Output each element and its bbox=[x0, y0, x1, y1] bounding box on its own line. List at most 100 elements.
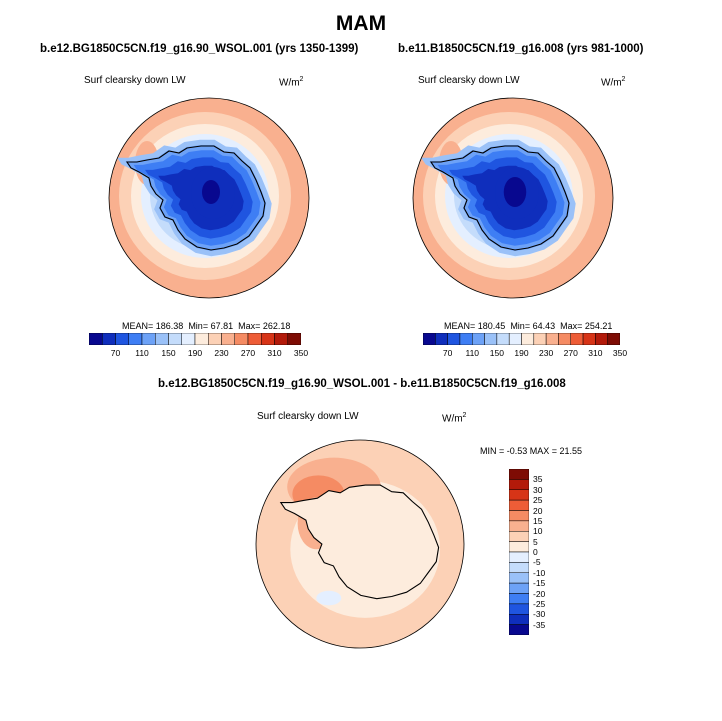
cb1-ticks-label: 350 bbox=[293, 348, 309, 358]
panel2-stats: MEAN= 180.45 Min= 64.43 Max= 254.21 bbox=[444, 321, 612, 331]
cb2-swatch bbox=[558, 333, 571, 345]
diff-map bbox=[255, 439, 465, 649]
panel2-title: b.e11.B1850C5CN.f19_g16.008 (yrs 981-100… bbox=[398, 43, 644, 55]
diff-colorbar-label: -30 bbox=[533, 609, 546, 620]
diff-colorbar-swatch bbox=[509, 614, 529, 625]
diff-colorbar-swatch bbox=[509, 469, 529, 480]
panel2-mean: MEAN= 180.45 bbox=[444, 321, 506, 331]
cb2-swatch bbox=[496, 333, 510, 345]
diff-colorbar-swatch bbox=[509, 593, 529, 605]
cb2-swatch bbox=[570, 333, 584, 345]
panel2-units-label: W/m2 bbox=[601, 76, 626, 89]
cb2-ticks-label: 230 bbox=[539, 348, 554, 358]
panel2-min: Min= 64.43 bbox=[510, 321, 556, 331]
diff-colorbar-swatch bbox=[509, 531, 529, 542]
diff-title: b.e12.BG1850C5CN.f19_g16.90_WSOL.001 - b… bbox=[158, 378, 566, 390]
diff-colorbar-label: 5 bbox=[533, 536, 538, 547]
diff-colorbar-swatch bbox=[509, 489, 529, 501]
cb2-swatch bbox=[435, 333, 448, 345]
diff-colorbar-label: -5 bbox=[533, 557, 541, 568]
cb2-swatch bbox=[582, 333, 596, 345]
panel2-variable-label: Surf clearsky down LW bbox=[418, 75, 520, 86]
diff-colorbar-swatch bbox=[509, 572, 529, 584]
panel1-units-label: W/m2 bbox=[279, 76, 304, 89]
cb1-ticks-label: 230 bbox=[214, 348, 229, 358]
cb2-ticks-label: 270 bbox=[563, 348, 578, 358]
cb1-swatch bbox=[234, 333, 249, 345]
cb1-swatch bbox=[194, 333, 209, 345]
cb1-swatch bbox=[181, 333, 196, 345]
diff-colorbar-swatch bbox=[509, 582, 529, 594]
cb2-swatch bbox=[484, 333, 498, 345]
panel2-colorbar bbox=[423, 333, 620, 345]
diff-colorbar-label: 0 bbox=[533, 547, 538, 557]
diff-colorbar-label: 25 bbox=[533, 495, 543, 506]
cb1-swatch bbox=[287, 333, 301, 345]
diff-colorbar-label: -25 bbox=[533, 598, 546, 609]
cb2-swatch bbox=[607, 333, 620, 345]
panel2-max: Max= 254.21 bbox=[560, 321, 613, 331]
cb2-ticks-label: 190 bbox=[514, 348, 529, 358]
diff-colorbar-label: 35 bbox=[533, 474, 543, 485]
map3-coastline bbox=[279, 484, 440, 600]
map1-coastline bbox=[125, 145, 266, 251]
cb2-ticks-label: 70 bbox=[442, 348, 453, 358]
diff-colorbar-label: 20 bbox=[533, 505, 543, 516]
cb1-ticks-label: 310 bbox=[267, 348, 282, 358]
diff-colorbar-swatch bbox=[509, 551, 529, 563]
cb1-swatch bbox=[155, 333, 169, 345]
cb1-swatch bbox=[274, 333, 288, 345]
cb1-ticks-label: 270 bbox=[240, 348, 256, 358]
cb2-swatch bbox=[595, 333, 608, 345]
diff-units-label: W/m2 bbox=[442, 412, 467, 425]
panel2-map bbox=[412, 97, 614, 299]
cb1-swatch bbox=[221, 333, 235, 345]
diff-colorbar-swatch bbox=[509, 603, 529, 615]
panel1-title: b.e12.BG1850C5CN.f19_g16.90_WSOL.001 (yr… bbox=[40, 43, 359, 55]
cb1-swatch bbox=[208, 333, 222, 345]
cb2-ticks-label: 150 bbox=[489, 348, 504, 358]
cb2-ticks-label: 110 bbox=[465, 348, 480, 358]
panel1-colorbar-ticks: 70 110 150 190 230 270 310 350 bbox=[89, 348, 308, 360]
cb1-ticks-label: 110 bbox=[135, 348, 149, 358]
panel1-min: Min= 67.81 bbox=[188, 321, 234, 331]
cb1-swatch bbox=[102, 333, 116, 345]
cb2-swatch bbox=[423, 333, 436, 345]
cb2-ticks-label: 310 bbox=[588, 348, 603, 358]
cb1-swatch bbox=[168, 333, 182, 345]
cb1-swatch bbox=[128, 333, 143, 345]
diff-colorbar-label: 30 bbox=[533, 484, 543, 495]
diff-colorbar-ticks: 35 30 25 20 15 10 5 0 -5 -10 -15 -20 -25 -30 -35 bbox=[533, 469, 563, 635]
diff-colorbar-swatch bbox=[509, 479, 529, 490]
cb2-swatch bbox=[545, 333, 559, 345]
cb1-ticks-label: 150 bbox=[161, 348, 176, 358]
cb1-ticks-label: 190 bbox=[187, 348, 203, 358]
diff-stats: MIN = -0.53 MAX = 21.55 bbox=[480, 446, 583, 456]
cb2-swatch bbox=[521, 333, 535, 345]
panel1-variable-label: Surf clearsky down LW bbox=[84, 75, 186, 86]
cb1-swatch bbox=[141, 333, 156, 345]
diff-colorbar-swatch bbox=[509, 624, 529, 635]
main-title: MAM bbox=[335, 12, 387, 35]
diff-colorbar-swatch bbox=[509, 499, 529, 511]
diff-colorbar-swatch bbox=[509, 520, 529, 532]
cb2-ticks-label: 350 bbox=[612, 348, 628, 358]
diff-colorbar-label: 10 bbox=[533, 526, 543, 537]
diff-colorbar-label: -20 bbox=[533, 588, 546, 599]
cb1-ticks-label: 70 bbox=[110, 348, 121, 358]
diff-colorbar-swatch bbox=[509, 541, 529, 553]
diff-colorbar-label: 15 bbox=[533, 515, 543, 526]
diff-colorbar-label: -35 bbox=[533, 619, 546, 630]
cb2-swatch bbox=[472, 333, 485, 345]
diff-colorbar-label: -10 bbox=[533, 567, 546, 578]
panel1-stats: MEAN= 186.38 Min= 67.81 Max= 262.18 bbox=[122, 321, 290, 331]
panel2-colorbar-ticks: 70 110 150 190 230 270 310 350 bbox=[423, 348, 627, 360]
cb2-swatch bbox=[533, 333, 547, 345]
diff-colorbar-label: -15 bbox=[533, 578, 546, 589]
panel1-max: Max= 262.18 bbox=[238, 321, 291, 331]
cb1-swatch bbox=[261, 333, 275, 345]
map2-coastline bbox=[429, 145, 570, 251]
cb2-swatch bbox=[447, 333, 461, 345]
map3-continent bbox=[280, 485, 439, 599]
diff-variable-label: Surf clearsky down LW bbox=[257, 411, 359, 422]
